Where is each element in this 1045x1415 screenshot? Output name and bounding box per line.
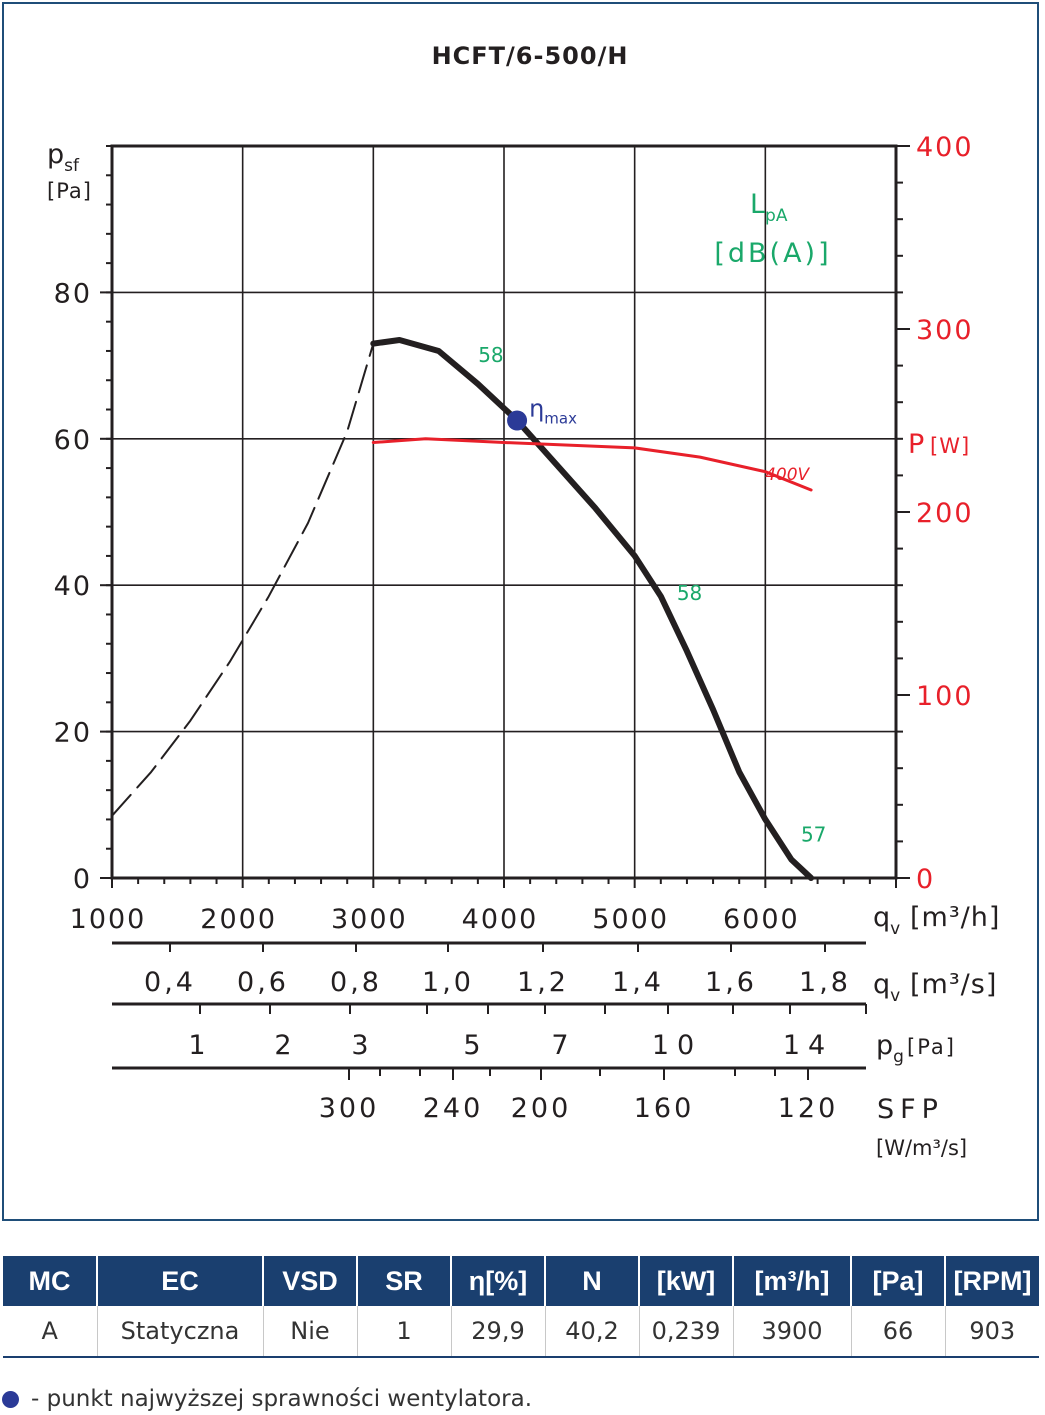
- table-header-row: MC EC VSD SR η[%] N [kW] [m³/h] [Pa] [RP…: [3, 1256, 1039, 1306]
- table-row: A Statyczna Nie 1 29,9 40,2 0,239 3900 6…: [3, 1306, 1039, 1358]
- sfp-axis-unit: [W/m³/s]: [876, 1136, 967, 1160]
- pg-tick-label: 10: [652, 1030, 702, 1061]
- lpa-unit: [dB(A)]: [714, 238, 831, 269]
- qv-m3s-tick-label: 1,6: [705, 967, 757, 998]
- header-airflow: [m³/h]: [733, 1256, 852, 1306]
- legend-note-text: - punkt najwyższej sprawności wentylator…: [31, 1386, 533, 1412]
- x-tick-label: 6000: [723, 904, 800, 935]
- sfp-tick-label: 300: [319, 1093, 380, 1124]
- pg-tick-label: 5: [463, 1030, 488, 1061]
- qv-m3s-axis-unit: [m³/s]: [910, 969, 997, 1000]
- noise-level-label: 58: [677, 581, 702, 605]
- legend-note: - punkt najwyższej sprawności wentylator…: [2, 1383, 532, 1415]
- header-sr: SR: [357, 1256, 452, 1306]
- eta-max-point: [507, 410, 528, 431]
- header-kw: [kW]: [639, 1256, 734, 1306]
- x-tick-label: 1000: [70, 904, 147, 935]
- x-tick-label: 5000: [592, 904, 669, 935]
- qv-m3s-tick-label: 1,4: [612, 967, 664, 998]
- qv-m3s-axis-label: qv: [873, 969, 900, 1006]
- sfp-tick-label: 200: [511, 1093, 572, 1124]
- cell-rpm: 903: [945, 1306, 1039, 1358]
- qv-m3s-tick-label: 1,2: [517, 967, 569, 998]
- cell-pressure: 66: [851, 1306, 946, 1358]
- x-tick-label: 4000: [462, 904, 539, 935]
- y2-axis-unit: [W]: [930, 434, 970, 458]
- spec-table: MC EC VSD SR η[%] N [kW] [m³/h] [Pa] [RP…: [3, 1256, 1039, 1358]
- sfp-axis-label: SFP: [877, 1094, 944, 1125]
- qv-m3s-tick-label: 0,4: [144, 967, 196, 998]
- x-axis-label: qv: [873, 902, 900, 939]
- noise-level-label: 58: [478, 343, 503, 367]
- qv-m3s-tick-label: 0,6: [237, 967, 289, 998]
- qv-m3s-tick-label: 0,8: [330, 967, 382, 998]
- pg-tick-label: 14: [783, 1030, 833, 1061]
- y-tick-label: 80: [54, 278, 92, 309]
- series-power-label: 400V: [765, 465, 810, 485]
- y-axis-unit: [Pa]: [47, 179, 92, 203]
- sfp-tick-label: 240: [423, 1093, 484, 1124]
- y-axis-label: psf: [47, 139, 80, 176]
- cell-efficiency: 29,9: [451, 1306, 546, 1358]
- y2-tick-label: 400: [916, 132, 974, 163]
- series-power-line: [371, 437, 813, 492]
- sfp-tick-label: 120: [778, 1093, 839, 1124]
- y-tick-label: 40: [54, 571, 92, 602]
- header-rpm: [RPM]: [945, 1256, 1039, 1306]
- cell-ec: Statyczna: [97, 1306, 264, 1358]
- chart-frame: [2, 2, 1039, 1221]
- pg-axis-label: pg: [876, 1030, 904, 1067]
- header-vsd: VSD: [263, 1256, 358, 1306]
- y-tick-label: 60: [54, 425, 92, 456]
- cell-kw: 0,239: [639, 1306, 734, 1358]
- sfp-tick-label: 160: [634, 1093, 695, 1124]
- qv-m3s-tick-label: 1,8: [799, 967, 851, 998]
- cell-n: 40,2: [545, 1306, 640, 1358]
- pg-tick-label: 3: [351, 1030, 376, 1061]
- y2-tick-label: 300: [916, 315, 974, 346]
- pg-axis-unit: [Pa]: [907, 1035, 956, 1059]
- y2-tick-label: 200: [916, 498, 974, 529]
- cell-sr: 1: [357, 1306, 452, 1358]
- x-tick-label: 3000: [331, 904, 408, 935]
- y-tick-label: 0: [73, 864, 92, 895]
- header-ec: EC: [97, 1256, 264, 1306]
- cell-vsd: Nie: [263, 1306, 358, 1358]
- noise-level-label: 57: [801, 822, 826, 846]
- pg-tick-label: 7: [551, 1030, 576, 1061]
- y-tick-label: 20: [54, 718, 92, 749]
- header-efficiency: η[%]: [451, 1256, 546, 1306]
- qv-m3s-tick-label: 1,0: [422, 967, 474, 998]
- eta-max-label: ηmax: [529, 395, 577, 428]
- series-pressure-unstable-line: [111, 342, 375, 817]
- header-pressure: [Pa]: [851, 1256, 946, 1306]
- pg-tick-label: 2: [274, 1030, 299, 1061]
- cell-airflow: 3900: [733, 1306, 852, 1358]
- eta-max-legend-icon: [2, 1390, 19, 1408]
- lpa-label: LpA: [750, 189, 788, 226]
- pg-tick-label: 1: [188, 1030, 213, 1061]
- x-axis-unit: [m³/h]: [910, 902, 1000, 933]
- y2-axis-label: P: [908, 429, 924, 460]
- chart-title: HCFT/6-500/H: [432, 42, 629, 70]
- header-mc: MC: [3, 1256, 98, 1306]
- header-n: N: [545, 1256, 640, 1306]
- y2-tick-label: 0: [916, 864, 935, 895]
- y2-tick-label: 100: [916, 681, 974, 712]
- series-pressure-line: [370, 337, 815, 881]
- x-tick-label: 2000: [200, 904, 277, 935]
- cell-mc: A: [3, 1306, 98, 1358]
